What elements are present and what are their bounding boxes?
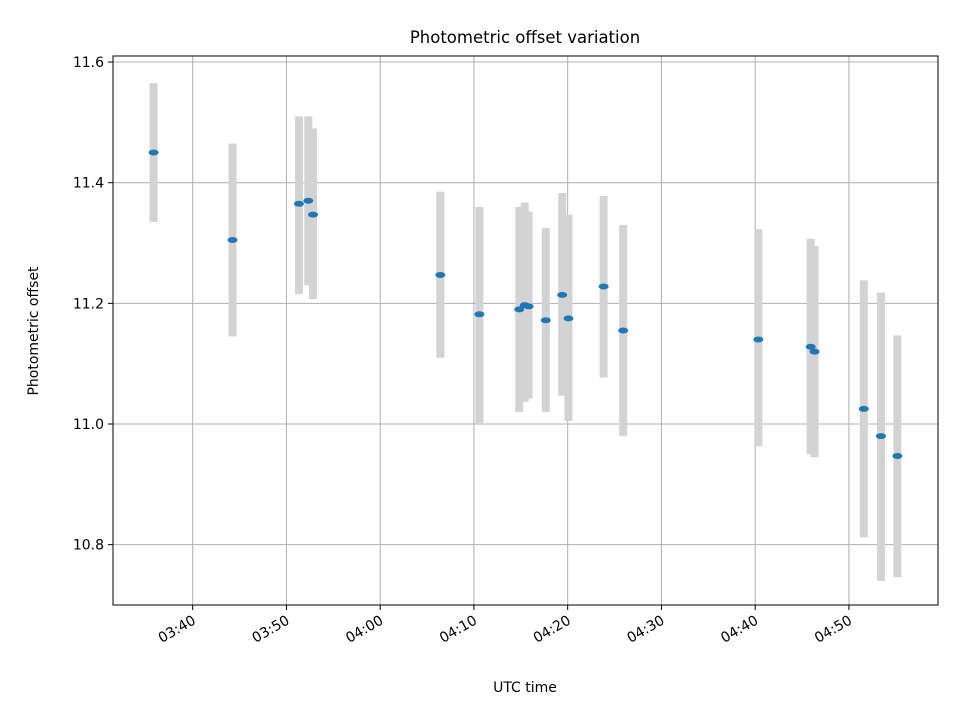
data-point — [227, 237, 238, 244]
data-point — [293, 200, 304, 207]
y-tick-label: 11.2 — [73, 296, 104, 312]
data-point — [598, 283, 609, 290]
data-point — [148, 149, 159, 156]
data-point — [805, 343, 816, 350]
data-point — [308, 211, 318, 218]
data-point — [875, 433, 886, 440]
data-point — [892, 452, 903, 459]
y-tick-label: 11.4 — [73, 176, 104, 192]
x-axis-label: UTC time — [493, 680, 557, 696]
data-point — [858, 405, 869, 412]
data-point — [563, 315, 574, 322]
data-point — [303, 197, 314, 204]
data-point — [435, 271, 446, 278]
y-tick-label: 11.6 — [73, 55, 104, 71]
y-tick-label: 11.0 — [73, 417, 104, 433]
data-point — [753, 336, 764, 343]
data-point — [523, 303, 534, 310]
data-point — [514, 306, 525, 313]
data-point — [557, 291, 568, 298]
y-tick-label: 10.8 — [73, 538, 104, 554]
data-point — [809, 348, 820, 355]
data-point — [618, 327, 629, 334]
plot-frame — [112, 55, 939, 606]
data-point — [474, 311, 485, 318]
data-points — [148, 149, 903, 459]
chart-title: Photometric offset variation — [410, 28, 640, 47]
y-axis-label: Photometric offset — [26, 266, 42, 396]
data-point — [540, 317, 551, 324]
